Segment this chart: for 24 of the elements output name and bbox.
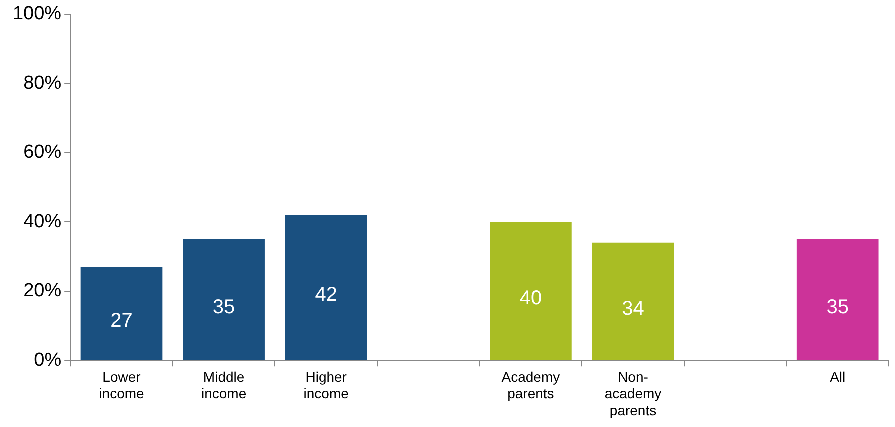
- y-tick-label: 80%: [24, 72, 62, 94]
- data-label: 27: [110, 310, 133, 332]
- bar: [80, 267, 163, 360]
- bar: [796, 239, 879, 360]
- y-tick-label: 60%: [24, 142, 62, 164]
- x-tick-label: Non-academy parents: [604, 368, 662, 418]
- bar: [183, 239, 265, 360]
- x-tick-label: Lower income: [99, 368, 145, 402]
- data-label: 35: [212, 296, 236, 318]
- y-tick-label: 100%: [12, 4, 62, 25]
- data-label: 40: [520, 288, 542, 310]
- data-label: 42: [315, 284, 338, 306]
- x-tick-label: Middle income: [201, 368, 247, 402]
- x-tick-label: Higher income: [304, 368, 350, 402]
- y-tick-label: 20%: [24, 280, 62, 302]
- y-tick-label: 0%: [34, 350, 62, 371]
- x-tick-label: Academy parents: [502, 368, 560, 402]
- bar: [592, 242, 674, 360]
- data-label: 34: [622, 298, 644, 320]
- data-label: 35: [826, 296, 849, 318]
- y-tick-label: 40%: [24, 211, 62, 232]
- x-tick-label: All: [830, 368, 846, 385]
- bar: [285, 215, 368, 360]
- bar: [490, 222, 572, 360]
